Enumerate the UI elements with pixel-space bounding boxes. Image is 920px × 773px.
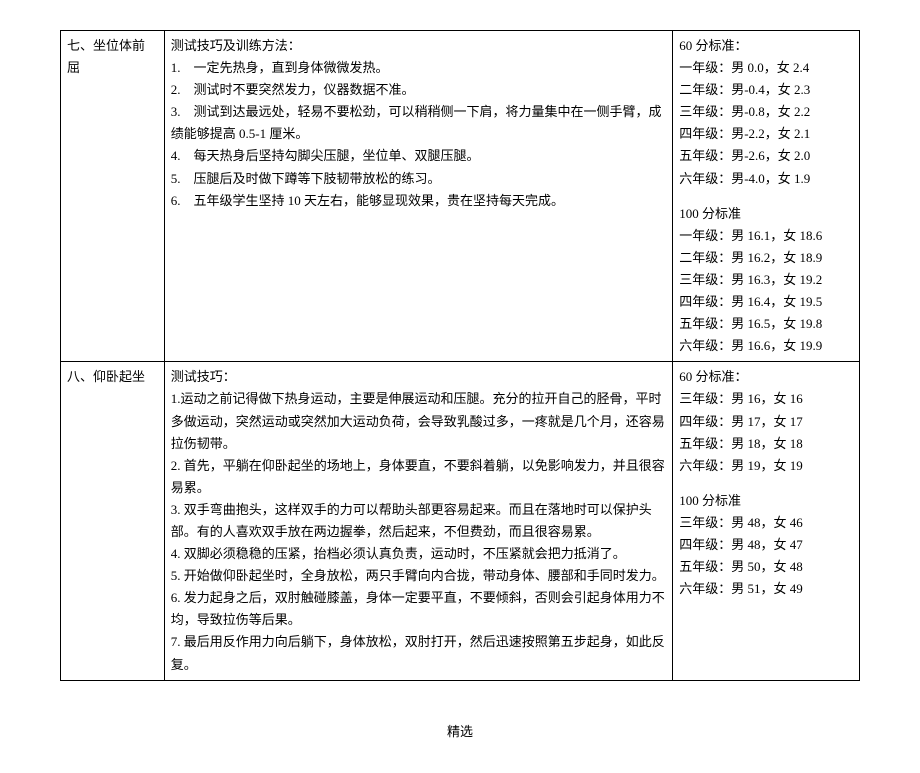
tip-line: 6. 五年级学生坚持 10 天左右，能够显现效果，贵在坚持每天完成。 — [171, 190, 666, 212]
document-table: 七、坐位体前屈 测试技巧及训练方法： 1. 一定先热身，直到身体微微发热。 2.… — [60, 30, 860, 681]
std-line: 三年级：男-0.8，女 2.2 — [679, 101, 853, 123]
std-line: 六年级：男-4.0，女 1.9 — [679, 168, 853, 190]
std-line: 三年级：男 16，女 16 — [679, 388, 853, 410]
row-title: 八、仰卧起坐 — [67, 369, 145, 384]
tip-line: 1. 一定先热身，直到身体微微发热。 — [171, 57, 666, 79]
std60-title: 60 分标准： — [679, 366, 853, 388]
tip-line: 7. 最后用反作用力向后躺下，身体放松，双肘打开，然后迅速按照第五步起身，如此反… — [171, 631, 666, 675]
table-row: 八、仰卧起坐 测试技巧： 1.运动之前记得做下热身运动，主要是伸展运动和压腿。充… — [61, 362, 860, 680]
cell-methods-2: 测试技巧： 1.运动之前记得做下热身运动，主要是伸展运动和压腿。充分的拉开自己的… — [164, 362, 672, 680]
tip-line: 6. 发力起身之后，双肘触碰膝盖，身体一定要平直，不要倾斜，否则会引起身体用力不… — [171, 587, 666, 631]
std-line: 五年级：男-2.6，女 2.0 — [679, 145, 853, 167]
std-line: 二年级：男 16.2，女 18.9 — [679, 247, 853, 269]
std-line: 三年级：男 16.3，女 19.2 — [679, 269, 853, 291]
cell-methods-1: 测试技巧及训练方法： 1. 一定先热身，直到身体微微发热。 2. 测试时不要突然… — [164, 31, 672, 362]
std-line: 六年级：男 19，女 19 — [679, 455, 853, 477]
tip-line: 5. 压腿后及时做下蹲等下肢韧带放松的练习。 — [171, 168, 666, 190]
std-line: 二年级：男-0.4，女 2.3 — [679, 79, 853, 101]
tip-line: 5. 开始做仰卧起坐时，全身放松，两只手臂向内合拢，带动身体、腰部和手同时发力。 — [171, 565, 666, 587]
cell-standards-2: 60 分标准： 三年级：男 16，女 16 四年级：男 17，女 17 五年级：… — [673, 362, 860, 680]
std-line: 四年级：男 48，女 47 — [679, 534, 853, 556]
std-line: 四年级：男-2.2，女 2.1 — [679, 123, 853, 145]
tip-line: 3. 测试到达最远处，轻易不要松劲，可以稍稍侧一下肩，将力量集中在一侧手臂，成绩… — [171, 101, 666, 145]
cell-standards-1: 60 分标准： 一年级：男 0.0，女 2.4 二年级：男-0.4，女 2.3 … — [673, 31, 860, 362]
methods-header: 测试技巧及训练方法： — [171, 35, 666, 57]
tip-line: 4. 双脚必须稳稳的压紧，抬档必须认真负责，运动时，不压紧就会把力抵消了。 — [171, 543, 666, 565]
tip-line: 3. 双手弯曲抱头，这样双手的力可以帮助头部更容易起来。而且在落地时可以保护头部… — [171, 499, 666, 543]
tip-line: 2. 首先，平躺在仰卧起坐的场地上，身体要直，不要斜着躺，以免影响发力，并且很容… — [171, 455, 666, 499]
std-line: 四年级：男 17，女 17 — [679, 411, 853, 433]
std60-title: 60 分标准： — [679, 35, 853, 57]
std100-title: 100 分标准 — [679, 490, 853, 512]
std-line: 四年级：男 16.4，女 19.5 — [679, 291, 853, 313]
std-line: 五年级：男 50，女 48 — [679, 556, 853, 578]
std-line: 一年级：男 0.0，女 2.4 — [679, 57, 853, 79]
page-footer: 精选 — [60, 721, 860, 743]
tip-line: 4. 每天热身后坚持勾脚尖压腿，坐位单、双腿压腿。 — [171, 145, 666, 167]
std-line: 五年级：男 16.5，女 19.8 — [679, 313, 853, 335]
std-line: 三年级：男 48，女 46 — [679, 512, 853, 534]
std-line: 六年级：男 51，女 49 — [679, 578, 853, 600]
row-title: 七、坐位体前屈 — [67, 38, 145, 75]
tip-line: 2. 测试时不要突然发力，仪器数据不准。 — [171, 79, 666, 101]
tip-line: 1.运动之前记得做下热身运动，主要是伸展运动和压腿。充分的拉开自己的胫骨，平时多… — [171, 388, 666, 454]
std-line: 一年级：男 16.1，女 18.6 — [679, 225, 853, 247]
std100-title: 100 分标准 — [679, 203, 853, 225]
table-row: 七、坐位体前屈 测试技巧及训练方法： 1. 一定先热身，直到身体微微发热。 2.… — [61, 31, 860, 362]
std-line: 六年级：男 16.6，女 19.9 — [679, 335, 853, 357]
methods-header: 测试技巧： — [171, 366, 666, 388]
cell-title-2: 八、仰卧起坐 — [61, 362, 165, 680]
std-line: 五年级：男 18，女 18 — [679, 433, 853, 455]
cell-title-1: 七、坐位体前屈 — [61, 31, 165, 362]
